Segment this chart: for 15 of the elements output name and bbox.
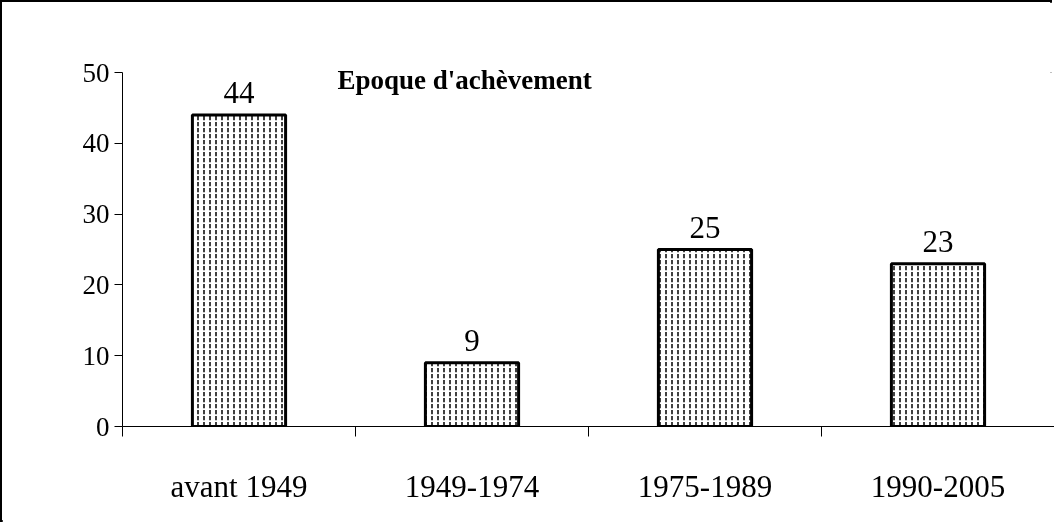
x-tick-label: 1949-1974: [404, 468, 540, 504]
y-tick-label: 10: [82, 340, 110, 371]
x-tick-label: 1975-1989: [637, 468, 773, 504]
data-label: 23: [922, 223, 954, 259]
y-tick-label: 50: [82, 57, 110, 88]
y-tick-label: 20: [82, 269, 110, 300]
data-label: 9: [464, 322, 480, 358]
data-label: 44: [223, 74, 255, 110]
data-label: 25: [689, 209, 721, 245]
x-tick-label: avant 1949: [170, 468, 308, 504]
x-tick-label: 1990-2005: [870, 468, 1006, 504]
y-tick-label: 40: [82, 128, 110, 159]
y-tick-label: 0: [96, 411, 110, 442]
y-tick-label: 30: [82, 199, 110, 230]
chart-title: Epoque d'achèvement: [337, 65, 592, 95]
